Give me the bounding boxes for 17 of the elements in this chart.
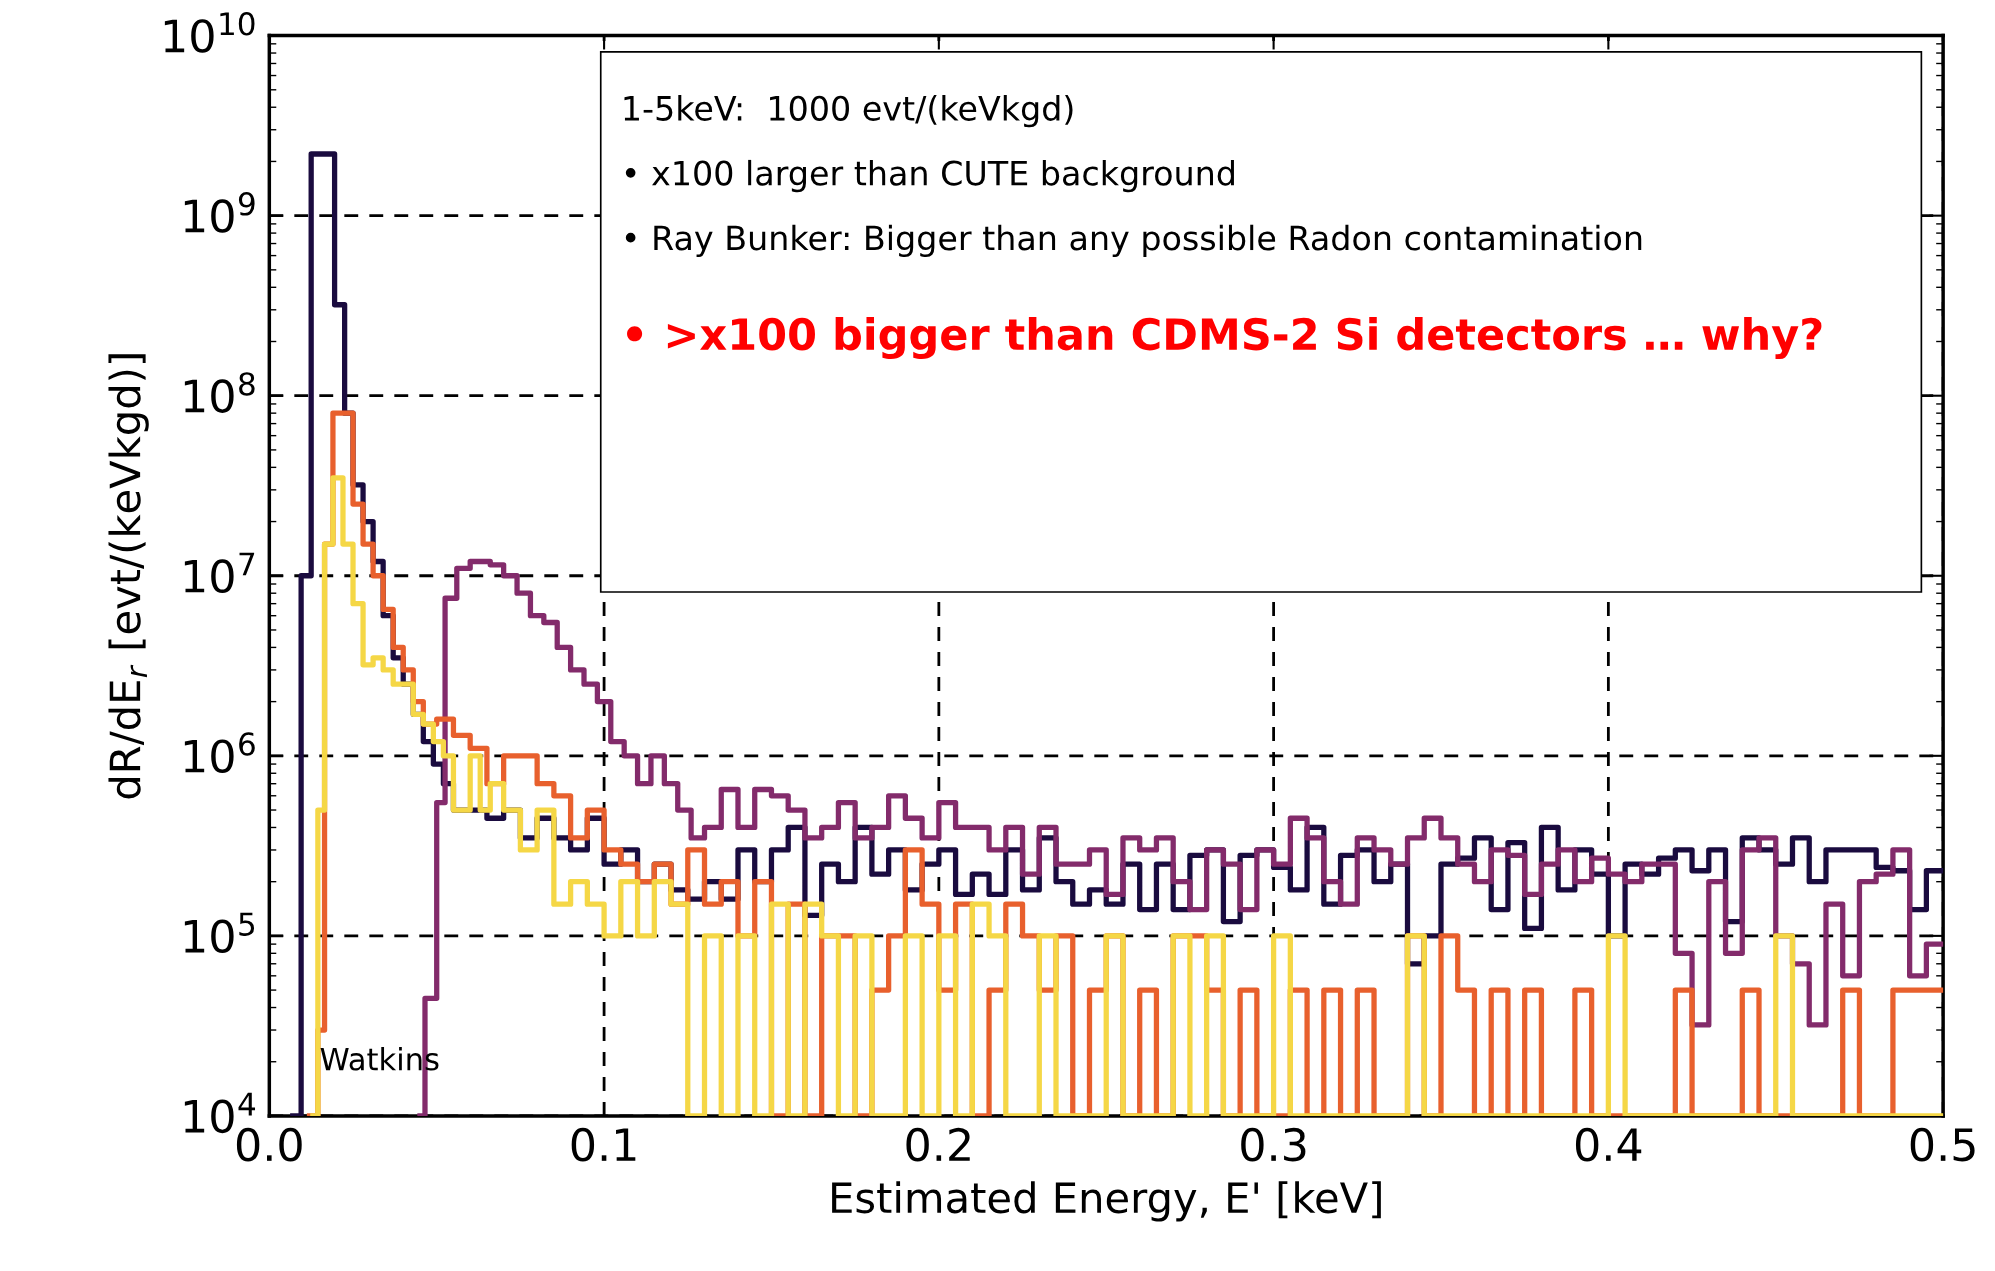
x-tick-label: 0.4 (1575, 1127, 1642, 1162)
x-tick-label: 0.2 (906, 1127, 970, 1162)
y-tick-label: 10$^{6}$ (184, 732, 255, 773)
x-tick-label: 0.5 (1910, 1127, 1975, 1162)
annotation: • Ray Bunker: Bigger than any possible Radon contamination (625, 224, 1642, 257)
y-tick-label: 10$^{5}$ (184, 912, 255, 954)
y-tick-label: 10$^{9}$ (184, 192, 255, 233)
x-tick-label: 0.3 (1241, 1127, 1306, 1162)
y-tick-label: 10$^{10}$ (164, 12, 255, 53)
annotation: 1-5keV: 1000 evt/(keVkgd) (624, 95, 1073, 128)
y-tick-label: 10$^{7}$ (184, 552, 255, 593)
y-tick-label: 10$^{8}$ (184, 372, 255, 413)
annotation: • x100 larger than CUTE background (625, 159, 1234, 193)
x-tick-label: 0.1 (571, 1127, 636, 1162)
x-axis-title: Estimated Energy, E' [keV] (832, 1181, 1381, 1222)
annotation: • >x100 bigger than CDMS-2 Si detectors … why? (627, 317, 1822, 360)
y-axis-title: dR/dE$_{r}$ [evt/(keVkgd)] (108, 354, 149, 799)
